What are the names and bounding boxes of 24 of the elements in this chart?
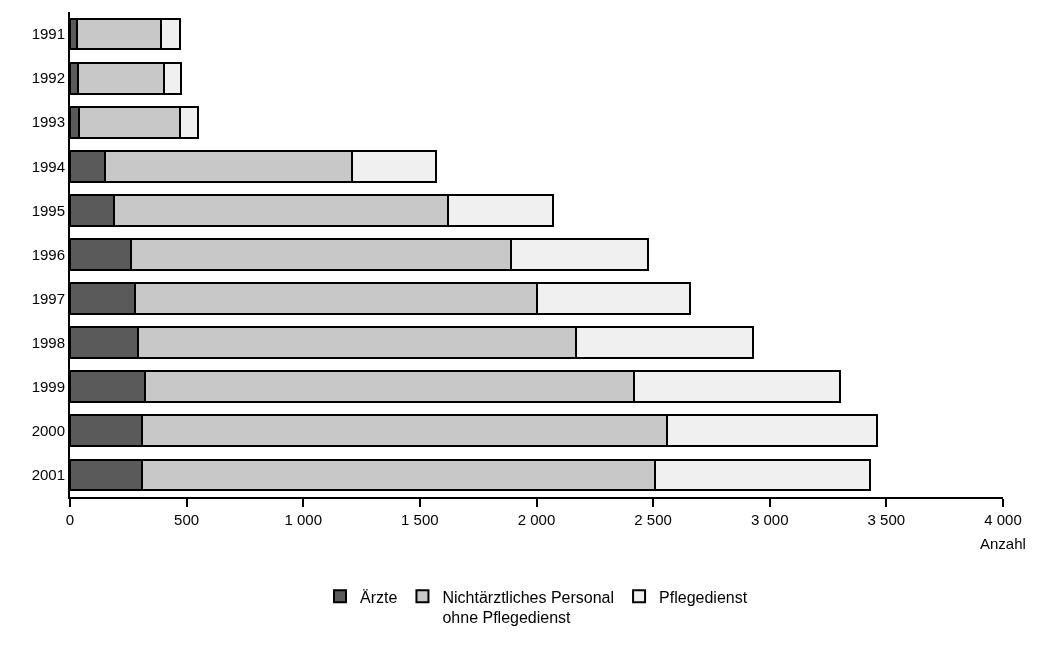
y-tick-label: 2001 [31,466,65,484]
x-tick-label: 4 000 [984,511,1022,528]
x-tick-label: 2 000 [517,511,556,528]
legend-label: Nichtärztliches Personal ohne Pflegedienst [442,588,615,627]
x-tick-label: 500 [174,511,200,528]
x-tick-label: 2 500 [634,511,672,528]
x-axis-title: Anzahl [980,535,1026,552]
legend-label: Ärzte [360,588,398,606]
y-tick-label: 1995 [31,201,65,219]
y-tick-label: 1991 [31,25,65,43]
y-tick-label: 2000 [31,422,65,440]
legend-label: Pflegedienst [659,588,748,606]
x-tick-label: 0 [65,511,75,528]
y-tick-label: 1999 [31,378,65,396]
y-tick-label: 1997 [31,289,65,307]
y-tick-label: 1994 [31,157,65,175]
x-tick-label: 3 000 [750,511,789,528]
x-tick-label: 1 500 [401,511,439,528]
y-tick-label: 1993 [31,113,65,131]
x-tick-label: 1 000 [284,511,323,528]
y-tick-label: 1996 [31,245,65,263]
y-tick-label: 1992 [31,69,65,87]
x-tick-label: 3 500 [867,511,906,528]
y-tick-label: 1998 [31,333,65,351]
